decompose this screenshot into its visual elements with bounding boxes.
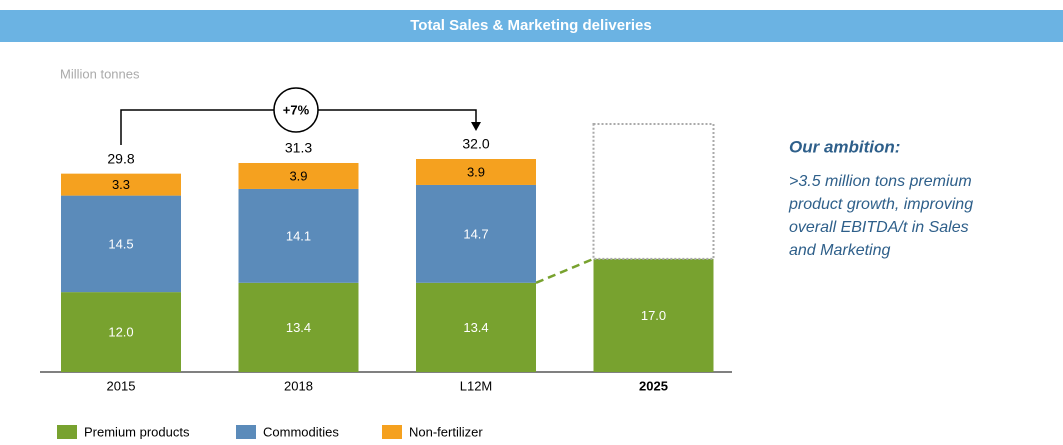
legend-swatch (57, 425, 77, 439)
ambition-line: >3.5 million tons premium (789, 173, 972, 190)
segment-label: 14.7 (463, 226, 488, 241)
x-tick-label: 2018 (284, 378, 313, 393)
bar-segment (416, 159, 536, 185)
legend-swatch (236, 425, 256, 439)
x-tick-label: 2015 (107, 378, 136, 393)
segment-label: 3.3 (112, 177, 130, 192)
ambition-frame (592, 123, 715, 260)
chart-title: Total Sales & Marketing deliveries (410, 17, 651, 34)
bar-segment (238, 162, 359, 189)
segment-label: 14.1 (286, 228, 311, 243)
ambition-line: product growth, improving (788, 196, 973, 213)
connector (535, 257, 594, 284)
total-label: 32.0 (462, 136, 489, 152)
legend-label: Commodities (263, 424, 339, 439)
legend-label: Premium products (84, 424, 190, 439)
legend-label: Non-fertilizer (409, 424, 483, 439)
header-band (0, 10, 1063, 42)
segment-label: 14.5 (108, 236, 133, 251)
bar-segment (238, 282, 359, 372)
bar-segment (238, 188, 359, 283)
bar-segment (61, 173, 181, 196)
ambition-line: overall EBITDA/t in Sales (789, 219, 969, 236)
segment-label: 3.9 (467, 164, 485, 179)
bar-segment (593, 258, 714, 372)
bar-segment (61, 195, 181, 293)
bar-segment (416, 184, 536, 283)
arrowhead (471, 122, 481, 131)
segment-label: 3.9 (289, 168, 307, 183)
bar-segment (61, 292, 181, 372)
legend-swatch (382, 425, 402, 439)
x-tick-label: L12M (460, 378, 493, 393)
growth-circle (273, 87, 319, 133)
ambition-line: and Marketing (789, 242, 890, 259)
bar-segment (416, 282, 536, 372)
segment-label: 13.4 (286, 320, 311, 335)
segment-label: 12.0 (108, 325, 133, 340)
total-label: 31.3 (285, 140, 312, 156)
x-tick-label: 2025 (639, 378, 668, 393)
growth-label: +7% (283, 102, 310, 117)
total-label: 29.8 (107, 150, 134, 166)
segment-label: 17.0 (641, 308, 666, 323)
segment-label: 13.4 (463, 320, 488, 335)
ambition-title: Our ambition: (789, 137, 900, 156)
unit-label: Million tonnes (60, 66, 140, 81)
